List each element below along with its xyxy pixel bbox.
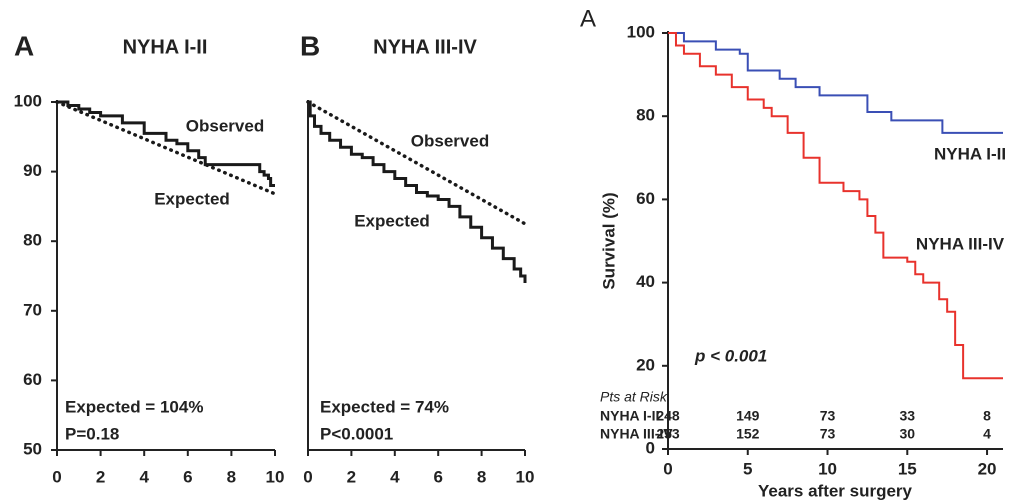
risk-count: 149 xyxy=(736,408,760,424)
x-tick-label: 6 xyxy=(433,467,442,486)
chart-title: NYHA I-II xyxy=(123,36,208,58)
y-tick-label: 20 xyxy=(636,355,655,374)
series-label: NYHA I-II xyxy=(934,144,1006,163)
series-label: Observed xyxy=(411,131,489,150)
x-tick-label: 6 xyxy=(183,467,192,486)
x-tick-label: 8 xyxy=(477,467,486,486)
y-tick-label: 100 xyxy=(14,91,42,110)
y-tick-label: 60 xyxy=(636,189,655,208)
y-tick-label: 100 xyxy=(627,22,655,41)
risk-count: 253 xyxy=(656,426,680,442)
series-label: Expected xyxy=(354,211,430,230)
risk-row-label: NYHA I-II xyxy=(600,408,659,424)
series-label: NYHA III-IV xyxy=(916,234,1005,253)
risk-row-label: NYHA III-IV xyxy=(600,426,673,442)
risk-count: 8 xyxy=(983,408,991,424)
x-tick-label: 10 xyxy=(266,467,285,486)
x-tick-label: 15 xyxy=(898,459,917,478)
risk-count: 4 xyxy=(983,426,991,442)
series-line xyxy=(668,32,1003,134)
x-tick-label: 2 xyxy=(347,467,356,486)
annotation: p < 0.001 xyxy=(694,346,767,365)
risk-count: 30 xyxy=(899,426,915,442)
series-line xyxy=(668,32,1003,380)
y-tick-label: 70 xyxy=(23,300,42,319)
risk-count: 33 xyxy=(899,408,915,424)
risk-count: 152 xyxy=(736,426,760,442)
x-tick-label: 0 xyxy=(52,467,61,486)
y-tick-label: 80 xyxy=(636,106,655,125)
annotation: Expected = 74% xyxy=(320,397,449,416)
x-tick-label: 8 xyxy=(227,467,236,486)
y-tick-label: 40 xyxy=(636,272,655,291)
series-line xyxy=(57,100,275,188)
y-tick-label: 60 xyxy=(23,370,42,389)
chart-title: NYHA III-IV xyxy=(373,36,477,58)
series-line xyxy=(55,100,277,196)
panel-label: A xyxy=(580,5,596,32)
series-line xyxy=(306,100,527,226)
risk-count: 248 xyxy=(656,408,680,424)
x-tick-label: 20 xyxy=(978,459,997,478)
y-tick-label: 80 xyxy=(23,231,42,250)
y-axis-label: Survival (%) xyxy=(599,192,618,289)
y-tick-label: 0 xyxy=(646,438,655,457)
annotation: P<0.0001 xyxy=(320,424,393,443)
risk-count: 73 xyxy=(820,408,836,424)
x-tick-label: 4 xyxy=(390,467,400,486)
panel-label: A xyxy=(14,30,34,61)
x-tick-label: 5 xyxy=(743,459,752,478)
risk-count: 73 xyxy=(820,426,836,442)
x-tick-label: 0 xyxy=(303,467,312,486)
x-tick-label: 10 xyxy=(818,459,837,478)
series-line xyxy=(308,100,527,283)
risk-table-title: Pts at Risk xyxy=(600,389,668,405)
annotation: P=0.18 xyxy=(65,424,119,443)
x-axis-label: Years after surgery xyxy=(758,481,913,500)
panel-label: B xyxy=(300,30,320,61)
series-label: Expected xyxy=(154,189,230,208)
x-tick-label: 4 xyxy=(139,467,149,486)
x-tick-label: 2 xyxy=(96,467,105,486)
y-tick-label: 90 xyxy=(23,161,42,180)
series-label: Observed xyxy=(186,116,264,135)
y-tick-label: 50 xyxy=(23,439,42,458)
x-tick-label: 10 xyxy=(516,467,535,486)
x-tick-label: 0 xyxy=(663,459,672,478)
annotation: Expected = 104% xyxy=(65,397,203,416)
